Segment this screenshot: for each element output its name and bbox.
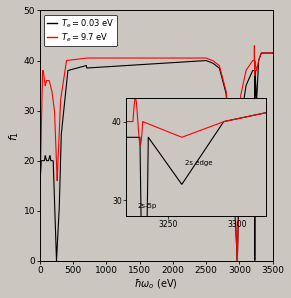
Y-axis label: $f_1$: $f_1$: [7, 131, 21, 141]
Legend: $T_e = 0.03$ eV, $T_e = 9.7$ eV: $T_e = 0.03$ eV, $T_e = 9.7$ eV: [44, 15, 117, 46]
X-axis label: $\hbar\omega_o$ (eV): $\hbar\omega_o$ (eV): [134, 277, 178, 291]
